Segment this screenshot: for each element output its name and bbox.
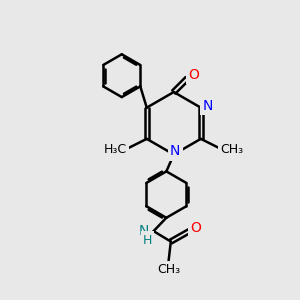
Text: O: O [190,221,201,235]
Text: O: O [188,68,199,82]
Text: CH₃: CH₃ [220,143,244,156]
Text: N: N [170,145,181,158]
Text: N: N [138,224,148,238]
Text: H₃C: H₃C [104,143,127,156]
Text: N: N [202,99,212,113]
Text: CH₃: CH₃ [157,263,180,276]
Text: H: H [143,234,152,247]
